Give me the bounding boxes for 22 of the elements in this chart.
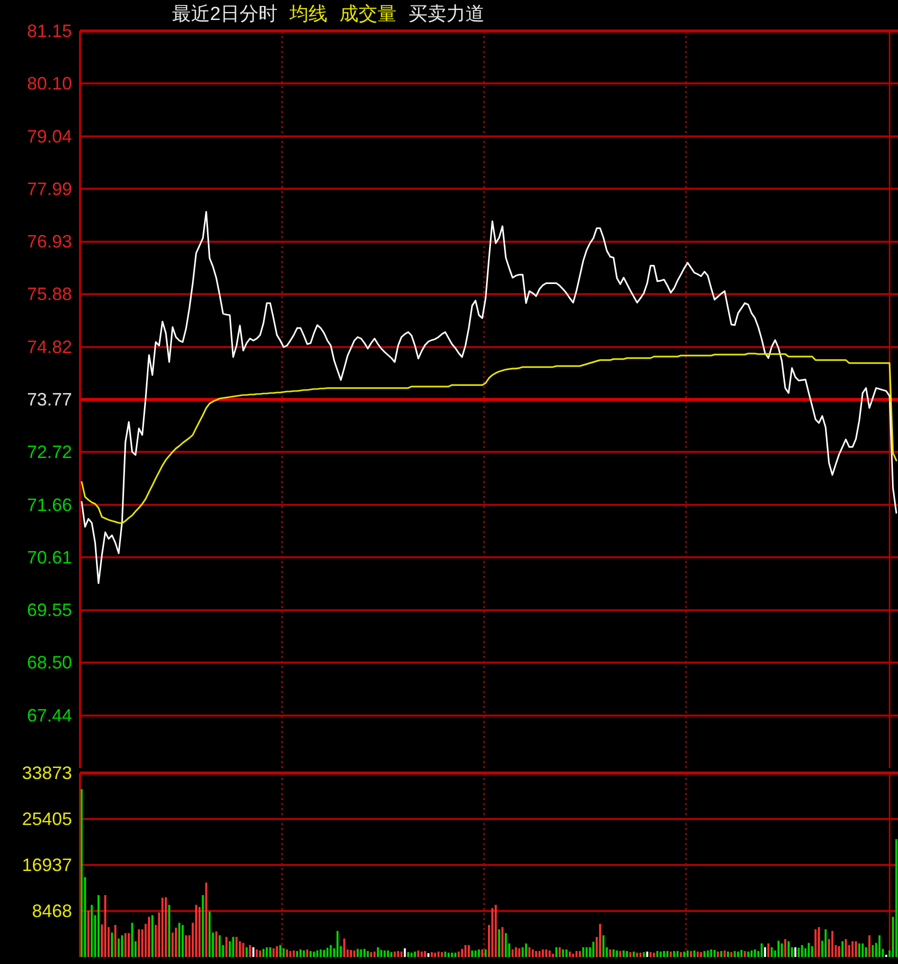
- y-tick-label: 68.50: [26, 652, 72, 673]
- y-tick-label: 75.88: [26, 284, 72, 304]
- y-tick-label: 70.61: [26, 547, 72, 568]
- text: 成交量: [340, 3, 397, 25]
- chart-title: 最近2日分时: [172, 4, 278, 25]
- y-tick-label: 72.72: [26, 442, 72, 462]
- y-tick-label: 80.10: [26, 73, 72, 94]
- y-tick-label: 69.55: [26, 600, 72, 620]
- y-tick-label: 79.04: [26, 126, 72, 146]
- y-tick-label: 33873: [22, 763, 72, 783]
- y-tick-label: 81.15: [26, 21, 72, 41]
- text: 买卖力道: [408, 4, 485, 25]
- y-tick-label: 8468: [32, 901, 72, 921]
- y-tick-label: 71.66: [26, 494, 72, 515]
- text: 均线: [288, 4, 328, 25]
- y-tick-label: 73.77: [26, 390, 72, 410]
- y-tick-label: 16937: [22, 854, 72, 875]
- y-tick-label: 74.82: [26, 337, 72, 358]
- y-tick-label: 25405: [22, 809, 72, 829]
- y-tick-label: 76.93: [26, 232, 72, 252]
- y-tick-label: 67.44: [26, 706, 72, 726]
- y-tick-label: 77.99: [26, 178, 72, 199]
